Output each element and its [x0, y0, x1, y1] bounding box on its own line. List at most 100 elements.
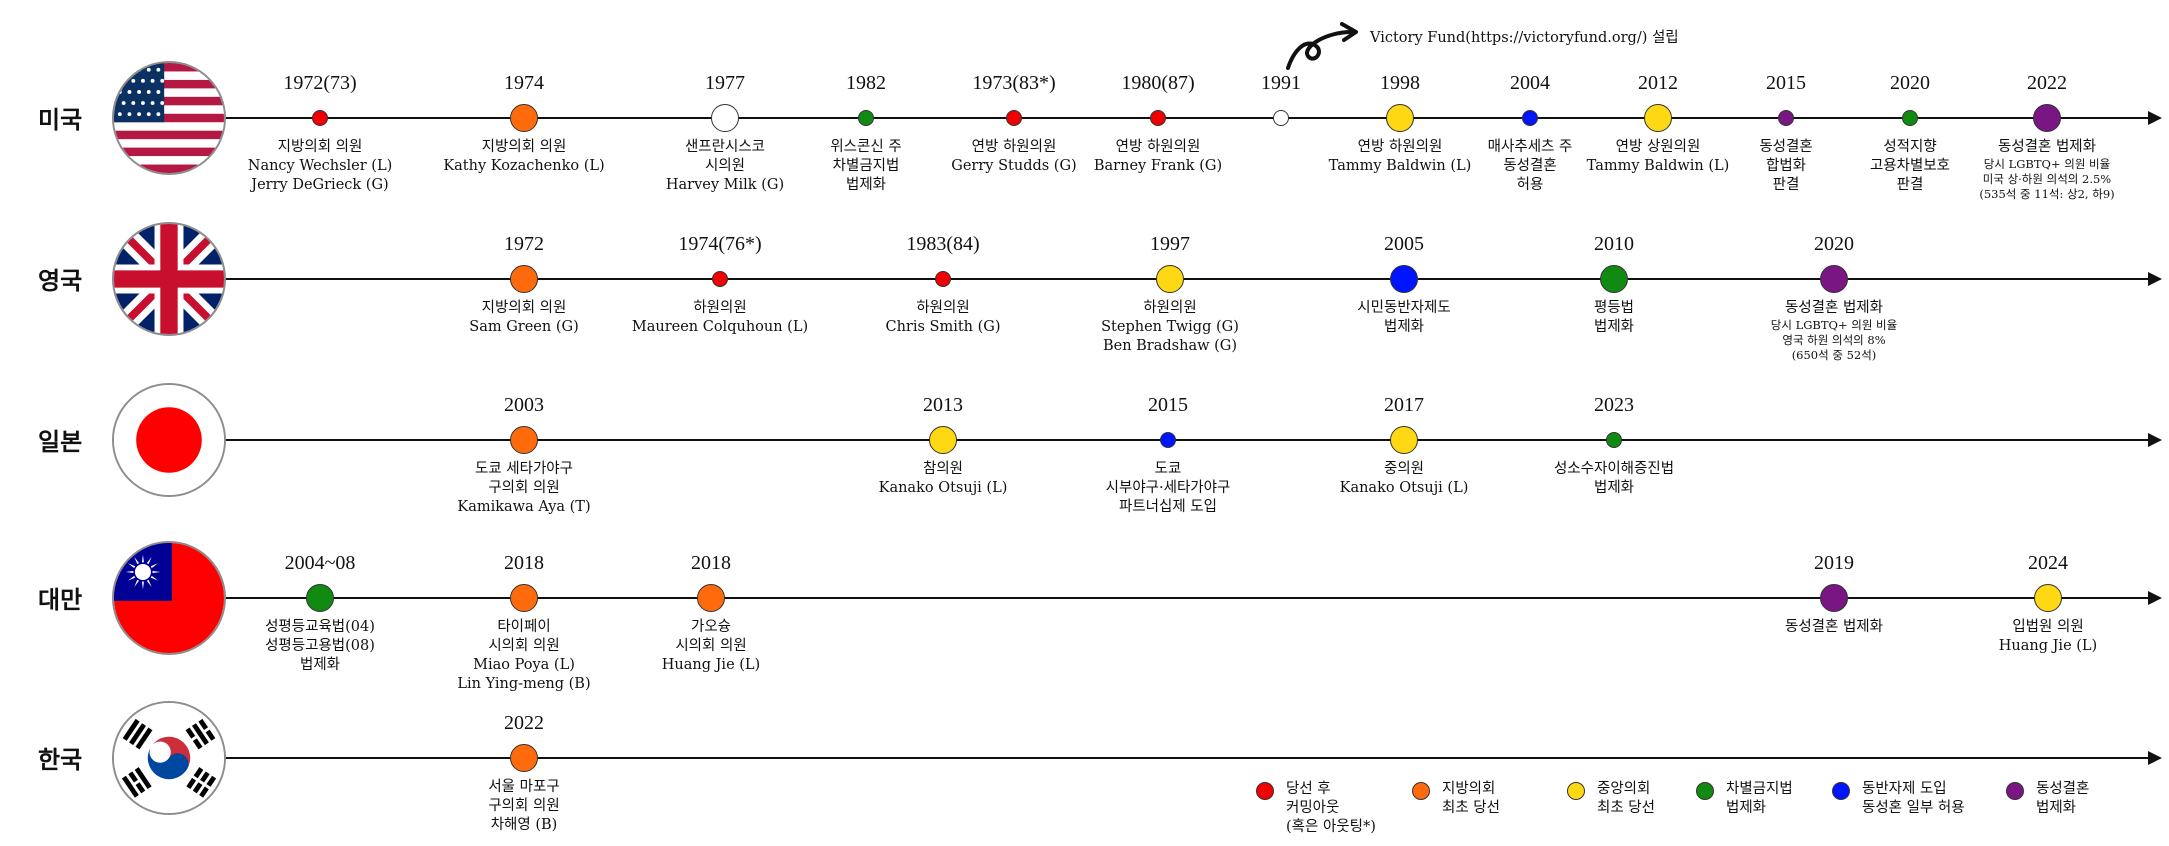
japan-flag-icon — [112, 383, 226, 497]
event-marker-yellow — [1390, 426, 1418, 454]
event-year: 2017 — [1384, 394, 1424, 416]
axis-arrowhead-icon — [2148, 272, 2162, 286]
legend-label: 차별금지법 법제화 — [1726, 781, 1793, 816]
event-description: 지방의회 의원 Kathy Kozachenko (L) — [443, 139, 605, 174]
legend-label: 당선 후 커밍아웃 (혹은 아웃팅*) — [1286, 781, 1376, 835]
country-label: 한국 — [38, 746, 83, 774]
axis-arrowhead-icon — [2148, 111, 2162, 125]
curly-arrow-icon — [1286, 22, 1358, 70]
event-marker-green — [1600, 265, 1628, 293]
event-marker-purple — [1778, 110, 1794, 126]
victory-fund-note: Victory Fund(https://victoryfund.org/) 설… — [1370, 30, 1679, 46]
axis-arrowhead-icon — [2148, 751, 2162, 765]
event-year: 2013 — [923, 394, 963, 416]
event-marker-orange — [697, 584, 725, 612]
event-marker-red — [935, 271, 951, 287]
taiwan-flag-icon — [112, 541, 226, 655]
event-description: 위스콘신 주 차별금지법 법제화 — [830, 139, 902, 193]
event-year: 2015 — [1148, 394, 1188, 416]
event-description: 타이페이 시의회 의원 Miao Poya (L) Lin Ying-meng (B) — [457, 619, 591, 692]
event-description: 동성결혼 법제화 당시 LGBTQ+ 의원 비율 미국 상·하원 의석의 2.5%(… — [1979, 139, 2115, 201]
axis-arrowhead-icon — [2148, 591, 2162, 605]
event-description: 연방 하원의원 Gerry Studds (G) — [951, 139, 1077, 174]
timeline-axis — [225, 439, 2150, 441]
legend-swatch-green — [1696, 782, 1714, 800]
event-year: 2004 — [1510, 72, 1550, 94]
event-description: 연방 하원의원 Tammy Baldwin (L) — [1328, 139, 1472, 174]
event-marker-white — [711, 104, 739, 132]
event-description: 지방의회 의원 Sam Green (G) — [469, 300, 579, 335]
event-marker-red — [312, 110, 328, 126]
event-marker-red — [1006, 110, 1022, 126]
event-year: 1991 — [1261, 72, 1301, 94]
country-label: 미국 — [38, 106, 83, 134]
event-marker-blue — [1160, 432, 1176, 448]
country-label: 일본 — [38, 428, 83, 456]
event-year: 2005 — [1384, 233, 1424, 255]
event-marker-red — [1150, 110, 1166, 126]
timeline-axis — [225, 597, 2150, 599]
event-marker-red — [712, 271, 728, 287]
event-description: 지방의회 의원 Nancy Wechsler (L) Jerry DeGrieck … — [247, 139, 393, 193]
event-description: 서울 마포구 구의회 의원 차해영 (B) — [488, 779, 560, 833]
event-marker-green — [1606, 432, 1622, 448]
event-year: 2018 — [504, 552, 544, 574]
event-marker-yellow — [929, 426, 957, 454]
event-year: 1974(76*) — [678, 233, 762, 255]
event-marker-green — [858, 110, 874, 126]
event-year: 2015 — [1766, 72, 1806, 94]
event-year: 2004~08 — [284, 552, 356, 574]
event-description: 연방 하원의원 Barney Frank (G) — [1093, 139, 1223, 174]
event-year: 2024 — [2028, 552, 2068, 574]
event-description: 매사추세츠 주 동성결혼 허용 — [1487, 139, 1573, 193]
country-label: 영국 — [38, 267, 83, 295]
legend-label: 지방의회 최초 당선 — [1442, 781, 1500, 816]
event-description: 하원의원 Maureen Colquhoun (L) — [631, 300, 809, 335]
event-marker-yellow — [1156, 265, 1184, 293]
event-description: 참의원 Kanako Otsuji (L) — [878, 461, 1008, 496]
event-description: 시민동반자제도 법제화 — [1357, 300, 1451, 335]
event-year: 2022 — [2027, 72, 2067, 94]
event-marker-yellow — [1644, 104, 1672, 132]
event-marker-green — [306, 584, 334, 612]
event-year: 2020 — [1890, 72, 1930, 94]
event-description: 성평등교육법(04) 성평등고용법(08) 법제화 — [265, 619, 375, 673]
event-description: 동성결혼 합법화 판결 — [1759, 139, 1813, 193]
legend-swatch-blue — [1832, 782, 1850, 800]
korea-flag-icon — [112, 701, 226, 815]
country-label: 대만 — [38, 586, 83, 614]
event-marker-purple — [1820, 584, 1848, 612]
event-description: 샌프란시스코 시의원 Harvey Milk (G) — [665, 139, 785, 193]
timeline-axis — [225, 757, 2150, 759]
event-description: 도쿄 시부야구·세타가야구 파트너십제 도입 — [1105, 461, 1231, 515]
event-description: 하원의원 Chris Smith (G) — [885, 300, 1001, 335]
event-description: 성적지향 고용차별보호 판결 — [1869, 139, 1951, 193]
timeline-axis — [225, 278, 2150, 280]
event-marker-yellow — [2034, 584, 2062, 612]
event-description: 동성결혼 법제화 당시 LGBTQ+ 의원 비율 영국 하원 의석의 8% (650석… — [1770, 300, 1898, 362]
legend-label: 동반자제 도입 동성혼 일부 허용 — [1862, 781, 1965, 816]
event-year: 1977 — [705, 72, 745, 94]
event-marker-orange — [510, 265, 538, 293]
event-year: 2018 — [691, 552, 731, 574]
event-marker-blue — [1390, 265, 1418, 293]
legend-label: 중앙의회 최초 당선 — [1597, 781, 1655, 816]
event-marker-blue — [1522, 110, 1538, 126]
event-year: 2023 — [1594, 394, 1634, 416]
event-description: 입법원 의원 Huang Jie (L) — [1998, 619, 2098, 654]
event-year: 1972 — [504, 233, 544, 255]
event-marker-purple — [2033, 104, 2061, 132]
event-marker-green — [1902, 110, 1918, 126]
event-year: 1973(83*) — [972, 72, 1056, 94]
event-description: 연방 상원의원 Tammy Baldwin (L) — [1586, 139, 1730, 174]
timeline-axis — [225, 117, 2150, 119]
usa-flag-icon — [112, 61, 226, 175]
event-year: 2010 — [1594, 233, 1634, 255]
event-description: 하원의원 Stephen Twigg (G) Ben Bradshaw (G) — [1101, 300, 1239, 354]
legend-swatch-red — [1256, 782, 1274, 800]
event-year: 1997 — [1150, 233, 1190, 255]
event-year: 2003 — [504, 394, 544, 416]
event-year: 1998 — [1380, 72, 1420, 94]
uk-flag-icon — [112, 222, 226, 336]
